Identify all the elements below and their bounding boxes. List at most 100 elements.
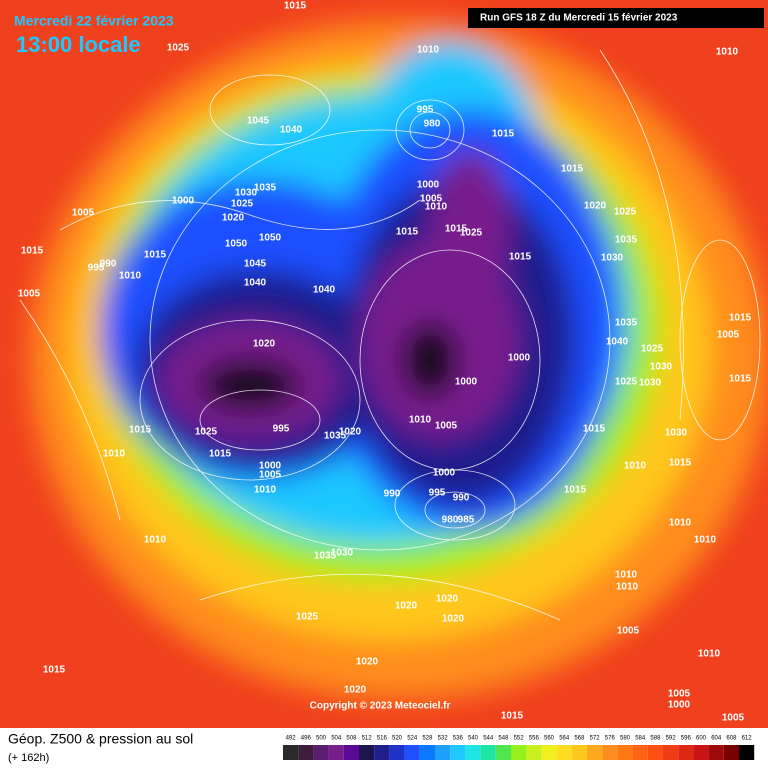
scale-swatch bbox=[419, 745, 435, 760]
scale-swatch bbox=[571, 745, 587, 760]
isobar-label: 1015 bbox=[129, 425, 152, 436]
isobar-label: 1000 bbox=[259, 461, 282, 472]
scale-label: 572 bbox=[590, 736, 601, 742]
isobar-label: 1020 bbox=[436, 594, 459, 605]
isobar-label: 1000 bbox=[508, 353, 531, 364]
isobar-label: 980 bbox=[424, 119, 441, 130]
scale-swatch bbox=[313, 745, 329, 760]
scale-swatch bbox=[739, 745, 755, 760]
scale-label: 508 bbox=[346, 736, 357, 742]
isobar-label: 1010 bbox=[417, 45, 440, 56]
scale-label: 536 bbox=[453, 736, 464, 742]
run-box bbox=[468, 8, 764, 28]
scale-swatch bbox=[465, 745, 481, 760]
isobar-label: 1005 bbox=[722, 713, 745, 724]
isobar-label: 1020 bbox=[253, 339, 276, 350]
scale-swatch bbox=[283, 745, 299, 760]
isobar-label: 1015 bbox=[583, 424, 606, 435]
isobar-label: 1030 bbox=[235, 188, 258, 199]
isobar-label: 1020 bbox=[222, 213, 245, 224]
scale-swatch bbox=[374, 745, 390, 760]
isobar-label: 1015 bbox=[21, 246, 44, 257]
scale-swatch bbox=[617, 745, 633, 760]
scale-label: 552 bbox=[514, 736, 525, 742]
isobar-label: 1025 bbox=[296, 612, 319, 623]
scale-swatch bbox=[495, 745, 511, 760]
isobar-label: 1025 bbox=[615, 377, 638, 388]
isobar-label: 1020 bbox=[356, 657, 379, 668]
scale-swatch bbox=[632, 745, 648, 760]
isobar-label: 1015 bbox=[492, 129, 515, 140]
scale-label: 588 bbox=[650, 736, 661, 742]
scale-label: 592 bbox=[666, 736, 677, 742]
isobar-label: 1015 bbox=[729, 313, 752, 324]
isobar-label: 1010 bbox=[409, 415, 432, 426]
scale-swatch bbox=[359, 745, 375, 760]
isobar-label: 1000 bbox=[172, 196, 195, 207]
isobar-label: 1045 bbox=[247, 116, 270, 127]
isobar-label: 1040 bbox=[606, 337, 629, 348]
field-background bbox=[0, 0, 768, 728]
isobar-label: 1025 bbox=[231, 199, 254, 210]
isobar-label: 1025 bbox=[614, 207, 637, 218]
isobar-label: 1010 bbox=[698, 649, 721, 660]
isobar-label: 1015 bbox=[669, 458, 692, 469]
scale-label: 500 bbox=[316, 736, 327, 742]
isobar-label: 990 bbox=[384, 489, 401, 500]
scale-label: 604 bbox=[711, 736, 722, 742]
scale-label: 524 bbox=[407, 736, 418, 742]
isobar-label: 1005 bbox=[259, 470, 282, 481]
isobar-label: 1010 bbox=[144, 535, 167, 546]
scale-swatch bbox=[298, 745, 314, 760]
scale-label: 612 bbox=[742, 736, 753, 742]
scale-swatch bbox=[678, 745, 694, 760]
scale-swatch bbox=[435, 745, 451, 760]
isobar-label: 1025 bbox=[167, 43, 190, 54]
isobar-label: 1015 bbox=[209, 449, 232, 460]
isobar-label: 1010 bbox=[694, 535, 717, 546]
isobar-label: 1015 bbox=[144, 250, 167, 261]
isobar-label: 1005 bbox=[72, 208, 95, 219]
scale-label: 492 bbox=[286, 736, 297, 742]
scale-swatch bbox=[526, 745, 542, 760]
isobar-label: 1000 bbox=[668, 700, 691, 711]
isobar-label: 1035 bbox=[314, 551, 337, 562]
scale-swatch bbox=[602, 745, 618, 760]
isobar-label: 1010 bbox=[616, 582, 639, 593]
isobar-label: 1035 bbox=[254, 183, 277, 194]
isobar-label: 1010 bbox=[716, 47, 739, 58]
isobar-label: 1010 bbox=[669, 518, 692, 529]
isobar-label: 1015 bbox=[561, 164, 584, 175]
color-scale: 492 496 500 504 508 512 516 520 524 528 532 536 540 5… bbox=[283, 736, 755, 760]
isobar-label: 1015 bbox=[509, 252, 532, 263]
scale-label: 596 bbox=[681, 736, 692, 742]
isobar-label: 1000 bbox=[417, 180, 440, 191]
scale-swatch bbox=[480, 745, 496, 760]
isobar-label: 980 bbox=[442, 515, 459, 526]
scale-label: 584 bbox=[635, 736, 646, 742]
isobar-label: 1010 bbox=[103, 449, 126, 460]
isobar-label: 1025 bbox=[460, 228, 483, 239]
scale-swatch bbox=[708, 745, 724, 760]
isobar-label: 1015 bbox=[445, 224, 468, 235]
isobar-label: 995 bbox=[417, 105, 434, 116]
isobar-label: 1005 bbox=[617, 626, 640, 637]
isobar-label: 1005 bbox=[435, 421, 458, 432]
scale-swatch bbox=[647, 745, 663, 760]
isobar-label: 1010 bbox=[254, 485, 277, 496]
isobar-label: 1050 bbox=[259, 233, 282, 244]
scale-label: 528 bbox=[422, 736, 433, 742]
isobar-label: 1005 bbox=[420, 194, 443, 205]
isobar-label: 1015 bbox=[729, 374, 752, 385]
scale-swatch bbox=[587, 745, 603, 760]
isobar-label: 995 bbox=[88, 263, 105, 274]
isobar-label: 1015 bbox=[501, 711, 524, 722]
isobar-label: 1030 bbox=[650, 362, 673, 373]
isobar-label: 1020 bbox=[442, 614, 465, 625]
scale-swatch bbox=[511, 745, 527, 760]
isobar-label: 1045 bbox=[244, 259, 267, 270]
isobar-label: 1020 bbox=[344, 685, 367, 696]
scale-swatch bbox=[328, 745, 344, 760]
isobar-label: 995 bbox=[273, 424, 290, 435]
